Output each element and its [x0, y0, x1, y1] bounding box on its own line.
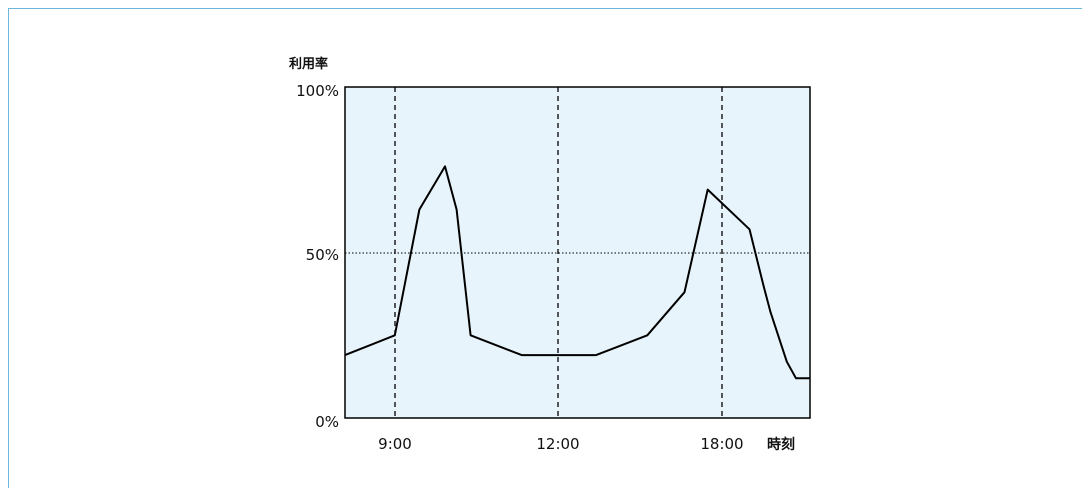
plot-border [344, 86, 811, 419]
y-tick-0: 0% [315, 413, 339, 431]
y-tick-50: 50% [306, 246, 339, 264]
series-line [344, 165, 810, 380]
x-tick-1800: 18:00 [700, 435, 743, 453]
x-tick-1200: 12:00 [536, 435, 579, 453]
y-axis-label: 利用率 [289, 56, 328, 72]
y-tick-100: 100% [296, 82, 339, 100]
content-frame [8, 8, 1082, 488]
x-tick-0900: 9:00 [378, 435, 412, 453]
x-axis-label: 時刻 [767, 436, 795, 453]
